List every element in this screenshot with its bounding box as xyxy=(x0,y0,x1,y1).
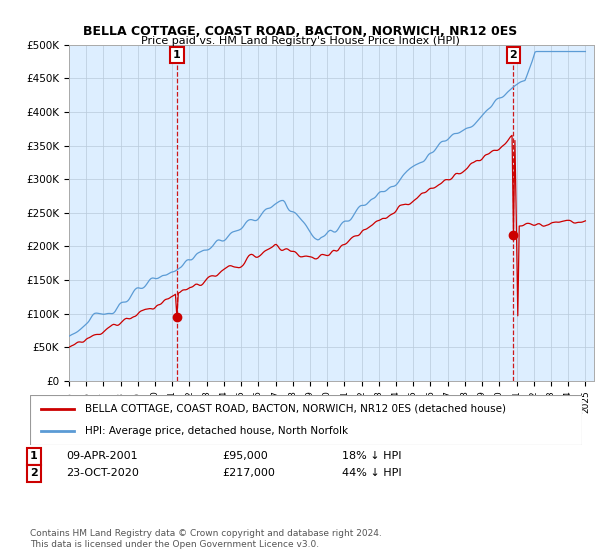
FancyBboxPatch shape xyxy=(30,395,582,445)
Text: BELLA COTTAGE, COAST ROAD, BACTON, NORWICH, NR12 0ES (detached house): BELLA COTTAGE, COAST ROAD, BACTON, NORWI… xyxy=(85,404,506,414)
Text: 09-APR-2001: 09-APR-2001 xyxy=(66,451,137,461)
Text: 44% ↓ HPI: 44% ↓ HPI xyxy=(342,468,401,478)
Text: Price paid vs. HM Land Registry's House Price Index (HPI): Price paid vs. HM Land Registry's House … xyxy=(140,36,460,46)
Text: 18% ↓ HPI: 18% ↓ HPI xyxy=(342,451,401,461)
Text: HPI: Average price, detached house, North Norfolk: HPI: Average price, detached house, Nort… xyxy=(85,426,349,436)
Text: 23-OCT-2020: 23-OCT-2020 xyxy=(66,468,139,478)
Text: BELLA COTTAGE, COAST ROAD, BACTON, NORWICH, NR12 0ES: BELLA COTTAGE, COAST ROAD, BACTON, NORWI… xyxy=(83,25,517,38)
Text: £95,000: £95,000 xyxy=(222,451,268,461)
Text: Contains HM Land Registry data © Crown copyright and database right 2024.
This d: Contains HM Land Registry data © Crown c… xyxy=(30,529,382,549)
Text: 2: 2 xyxy=(509,50,517,60)
Text: 1: 1 xyxy=(173,50,181,60)
Text: 1: 1 xyxy=(30,451,38,461)
Text: 2: 2 xyxy=(30,468,38,478)
Text: £217,000: £217,000 xyxy=(222,468,275,478)
